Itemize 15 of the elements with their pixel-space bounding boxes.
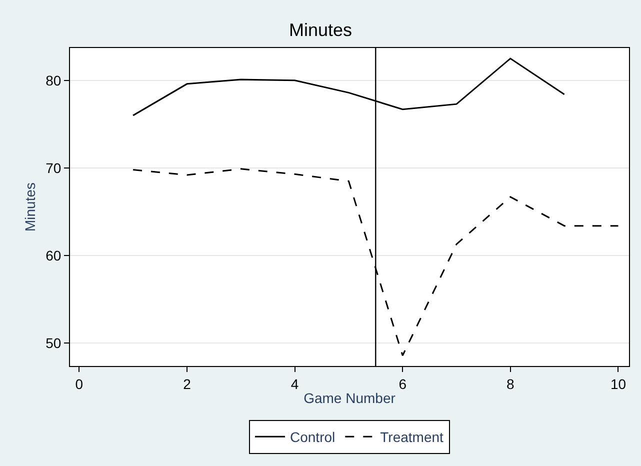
y-axis-title: Minutes (22, 182, 38, 232)
y-tick-label: 50 (46, 335, 62, 352)
x-tick-label: 10 (610, 376, 626, 392)
x-axis-title: Game Number (304, 390, 396, 406)
x-tick-label: 6 (398, 376, 407, 392)
x-tick-label: 2 (183, 376, 192, 392)
legend-label: Treatment (380, 429, 444, 446)
y-tick-label: 70 (46, 160, 62, 176)
x-tick-label: 4 (290, 376, 299, 392)
x-tick-label: 8 (506, 376, 515, 392)
y-tick-label: 80 (46, 72, 62, 88)
y-tick-label: 60 (46, 248, 62, 264)
legend-label: Control (290, 429, 336, 446)
x-tick-label: 0 (75, 376, 84, 392)
chart-title: Minutes (288, 20, 352, 40)
